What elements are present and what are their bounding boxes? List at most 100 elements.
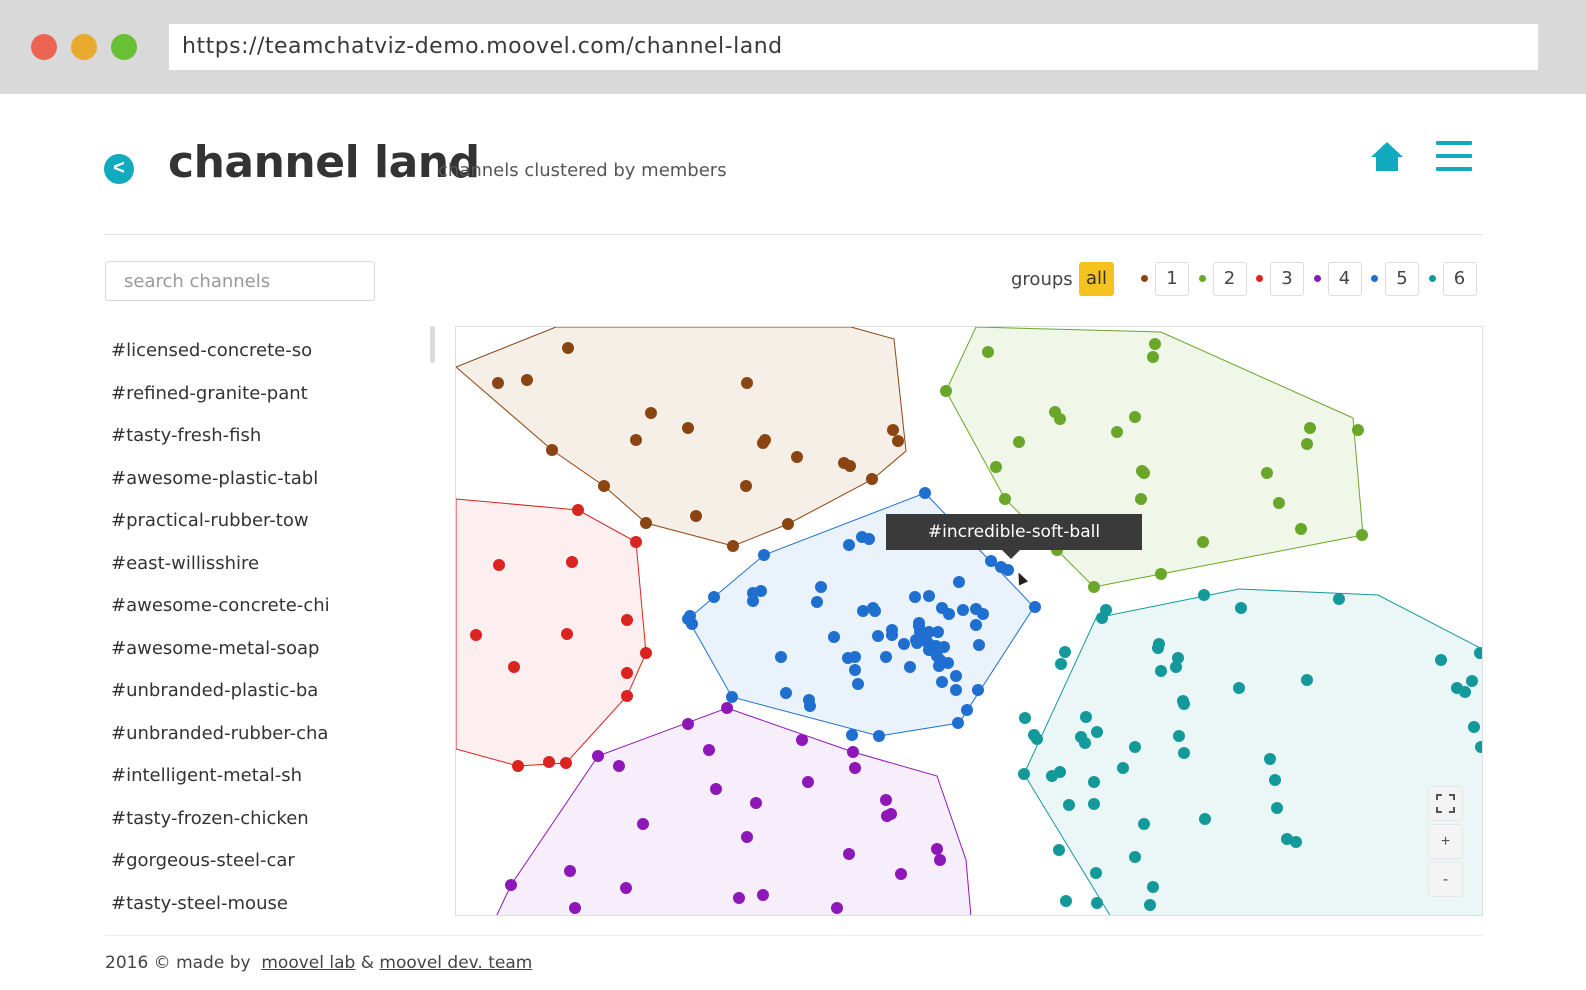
channel-point-group-5[interactable]: [880, 651, 892, 663]
group-filter-4-button[interactable]: 4: [1327, 262, 1362, 296]
channel-point-group-2[interactable]: [999, 493, 1011, 505]
channel-list-item[interactable]: #east-willisshire: [111, 552, 260, 574]
channel-point-group-5[interactable]: [775, 651, 787, 663]
channel-point-group-4[interactable]: [733, 892, 745, 904]
channel-point-group-6[interactable]: [1019, 712, 1031, 724]
channel-point-group-2[interactable]: [1111, 426, 1123, 438]
channel-list-item[interactable]: #awesome-metal-soap: [111, 637, 320, 659]
channel-point-group-1[interactable]: [782, 518, 794, 530]
channel-point-group-5[interactable]: [961, 704, 973, 716]
channel-list-item[interactable]: #intelligent-metal-sh: [111, 765, 303, 786]
channel-point-group-4[interactable]: [637, 818, 649, 830]
channel-point-group-4[interactable]: [710, 783, 722, 795]
channel-list-item[interactable]: #practical-rubber-tow: [111, 510, 309, 531]
fullscreen-icon[interactable]: [1428, 786, 1463, 821]
channel-point-group-1[interactable]: [887, 424, 899, 436]
channel-point-group-2[interactable]: [1149, 338, 1161, 350]
channel-point-group-2[interactable]: [982, 346, 994, 358]
channel-point-group-1[interactable]: [741, 377, 753, 389]
channel-point-group-5[interactable]: [846, 729, 858, 741]
channel-point-group-6[interactable]: [1028, 729, 1040, 741]
channel-point-group-6[interactable]: [1080, 711, 1092, 723]
channel-point-group-5[interactable]: [923, 626, 935, 638]
channel-point-group-6[interactable]: [1333, 593, 1345, 605]
channel-point-group-6[interactable]: [1153, 638, 1165, 650]
channel-list-item[interactable]: #tasty-steel-mouse: [111, 892, 288, 914]
group-filter-all-button[interactable]: all: [1079, 262, 1114, 296]
channel-point-group-4[interactable]: [885, 808, 897, 820]
channel-point-group-4[interactable]: [931, 843, 943, 855]
channel-point-group-3[interactable]: [572, 504, 584, 516]
channel-point-group-5[interactable]: [708, 591, 720, 603]
channel-point-group-4[interactable]: [505, 879, 517, 891]
channel-point-group-6[interactable]: [1129, 851, 1141, 863]
channel-point-group-3[interactable]: [621, 667, 633, 679]
channel-point-group-6[interactable]: [1271, 802, 1283, 814]
zoom-in-button[interactable]: +: [1428, 824, 1463, 859]
channel-point-group-5[interactable]: [919, 487, 931, 499]
channel-point-group-1[interactable]: [759, 434, 771, 446]
channel-point-group-2[interactable]: [1135, 493, 1147, 505]
address-bar[interactable]: https://teamchatviz-demo.moovel.com/chan…: [169, 24, 1538, 70]
channel-point-group-6[interactable]: [1170, 661, 1182, 673]
channel-point-group-6[interactable]: [1233, 682, 1245, 694]
channel-point-group-2[interactable]: [1013, 436, 1025, 448]
channel-point-group-3[interactable]: [566, 556, 578, 568]
chevron-left-icon[interactable]: <: [104, 154, 134, 184]
channel-point-group-6[interactable]: [1178, 698, 1190, 710]
home-icon[interactable]: [1370, 140, 1404, 172]
channel-point-group-1[interactable]: [521, 374, 533, 386]
channel-point-group-1[interactable]: [562, 342, 574, 354]
channel-point-group-5[interactable]: [867, 602, 879, 614]
channel-point-group-5[interactable]: [972, 684, 984, 696]
channel-point-group-5[interactable]: [950, 684, 962, 696]
channel-list-item[interactable]: #tasty-frozen-chicken: [111, 807, 309, 829]
channel-point-group-3[interactable]: [560, 757, 572, 769]
channel-point-group-6[interactable]: [1435, 654, 1447, 666]
channel-point-group-6[interactable]: [1144, 899, 1156, 911]
channel-point-group-4[interactable]: [682, 718, 694, 730]
channel-point-group-6[interactable]: [1088, 798, 1100, 810]
channel-point-group-6[interactable]: [1060, 895, 1072, 907]
channel-point-group-4[interactable]: [569, 902, 581, 914]
channel-point-group-1[interactable]: [844, 460, 856, 472]
channel-point-group-6[interactable]: [1046, 770, 1058, 782]
channel-point-group-5[interactable]: [1029, 601, 1041, 613]
channel-point-group-2[interactable]: [1273, 497, 1285, 509]
channel-point-group-6[interactable]: [1155, 665, 1167, 677]
channel-point-group-5[interactable]: [973, 639, 985, 651]
channel-point-group-6[interactable]: [1199, 813, 1211, 825]
group-filter-3-button[interactable]: 3: [1270, 262, 1304, 296]
channel-point-group-3[interactable]: [640, 647, 652, 659]
channel-point-group-2[interactable]: [1261, 467, 1273, 479]
channel-point-group-2[interactable]: [1147, 351, 1159, 363]
channel-point-group-1[interactable]: [727, 540, 739, 552]
channel-point-group-2[interactable]: [1295, 523, 1307, 535]
group-filter-5-button[interactable]: 5: [1385, 262, 1419, 296]
channel-point-group-6[interactable]: [1096, 612, 1108, 624]
channel-point-group-5[interactable]: [932, 626, 944, 638]
channel-point-group-4[interactable]: [620, 882, 632, 894]
channel-point-group-6[interactable]: [1468, 721, 1480, 733]
channel-point-group-3[interactable]: [621, 614, 633, 626]
channel-list-scrollbar[interactable]: [430, 326, 435, 363]
channel-point-group-6[interactable]: [1055, 658, 1067, 670]
channel-point-group-5[interactable]: [863, 533, 875, 545]
channel-point-group-6[interactable]: [1451, 682, 1463, 694]
channel-point-group-1[interactable]: [546, 444, 558, 456]
channel-point-group-6[interactable]: [1475, 741, 1483, 753]
channel-point-group-5[interactable]: [803, 694, 815, 706]
channel-point-group-5[interactable]: [985, 555, 997, 567]
channel-point-group-4[interactable]: [831, 902, 843, 914]
channel-point-group-5[interactable]: [1002, 564, 1014, 576]
channel-list-item[interactable]: #gorgeous-steel-car: [111, 850, 295, 871]
channel-point-group-5[interactable]: [849, 664, 861, 676]
cluster-plot[interactable]: [456, 327, 1483, 916]
window-maximize-button[interactable]: [111, 34, 137, 60]
channel-point-group-5[interactable]: [942, 657, 954, 669]
channel-point-group-4[interactable]: [843, 848, 855, 860]
channel-point-group-5[interactable]: [898, 638, 910, 650]
channel-point-group-4[interactable]: [721, 702, 733, 714]
channel-point-group-4[interactable]: [880, 794, 892, 806]
channel-point-group-6[interactable]: [1198, 589, 1210, 601]
